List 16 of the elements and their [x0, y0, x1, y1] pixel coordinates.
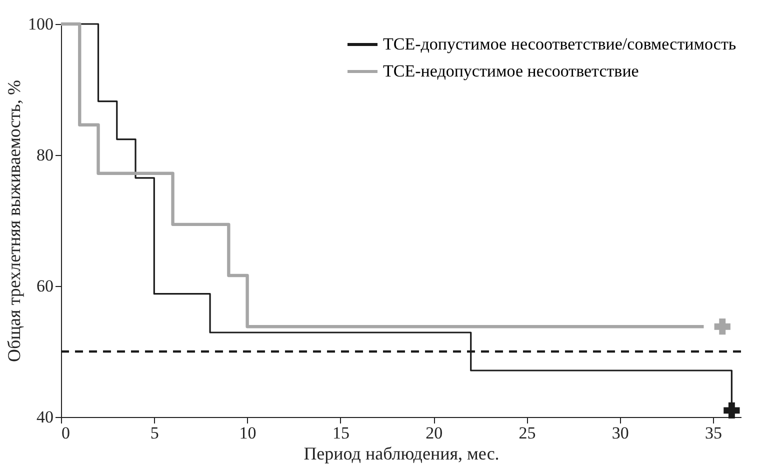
y-tick-label: 80 [36, 146, 54, 164]
x-axis-title: Период наблюдения, мес. [304, 444, 500, 464]
x-tick-label: 15 [332, 424, 350, 442]
legend-label: ТСЕ-недопустимое несоответствие [383, 62, 639, 80]
x-tick-label: 20 [426, 424, 443, 442]
x-tick-label: 30 [612, 424, 629, 442]
x-tick-label: 10 [239, 424, 256, 442]
y-tick-label: 40 [36, 408, 54, 426]
x-tick-label: 25 [518, 424, 536, 442]
x-tick-label: 35 [705, 424, 722, 442]
legend-label: ТСЕ-допустимое несоответствие/совместимость [383, 34, 736, 54]
y-axis-title: Общая трехлетняя выживаемость, % [4, 80, 24, 362]
y-tick-label: 60 [36, 276, 54, 296]
x-tick-label: 5 [150, 424, 159, 442]
y-tick-label: 100 [28, 14, 54, 34]
x-tick-label: 0 [62, 424, 70, 442]
